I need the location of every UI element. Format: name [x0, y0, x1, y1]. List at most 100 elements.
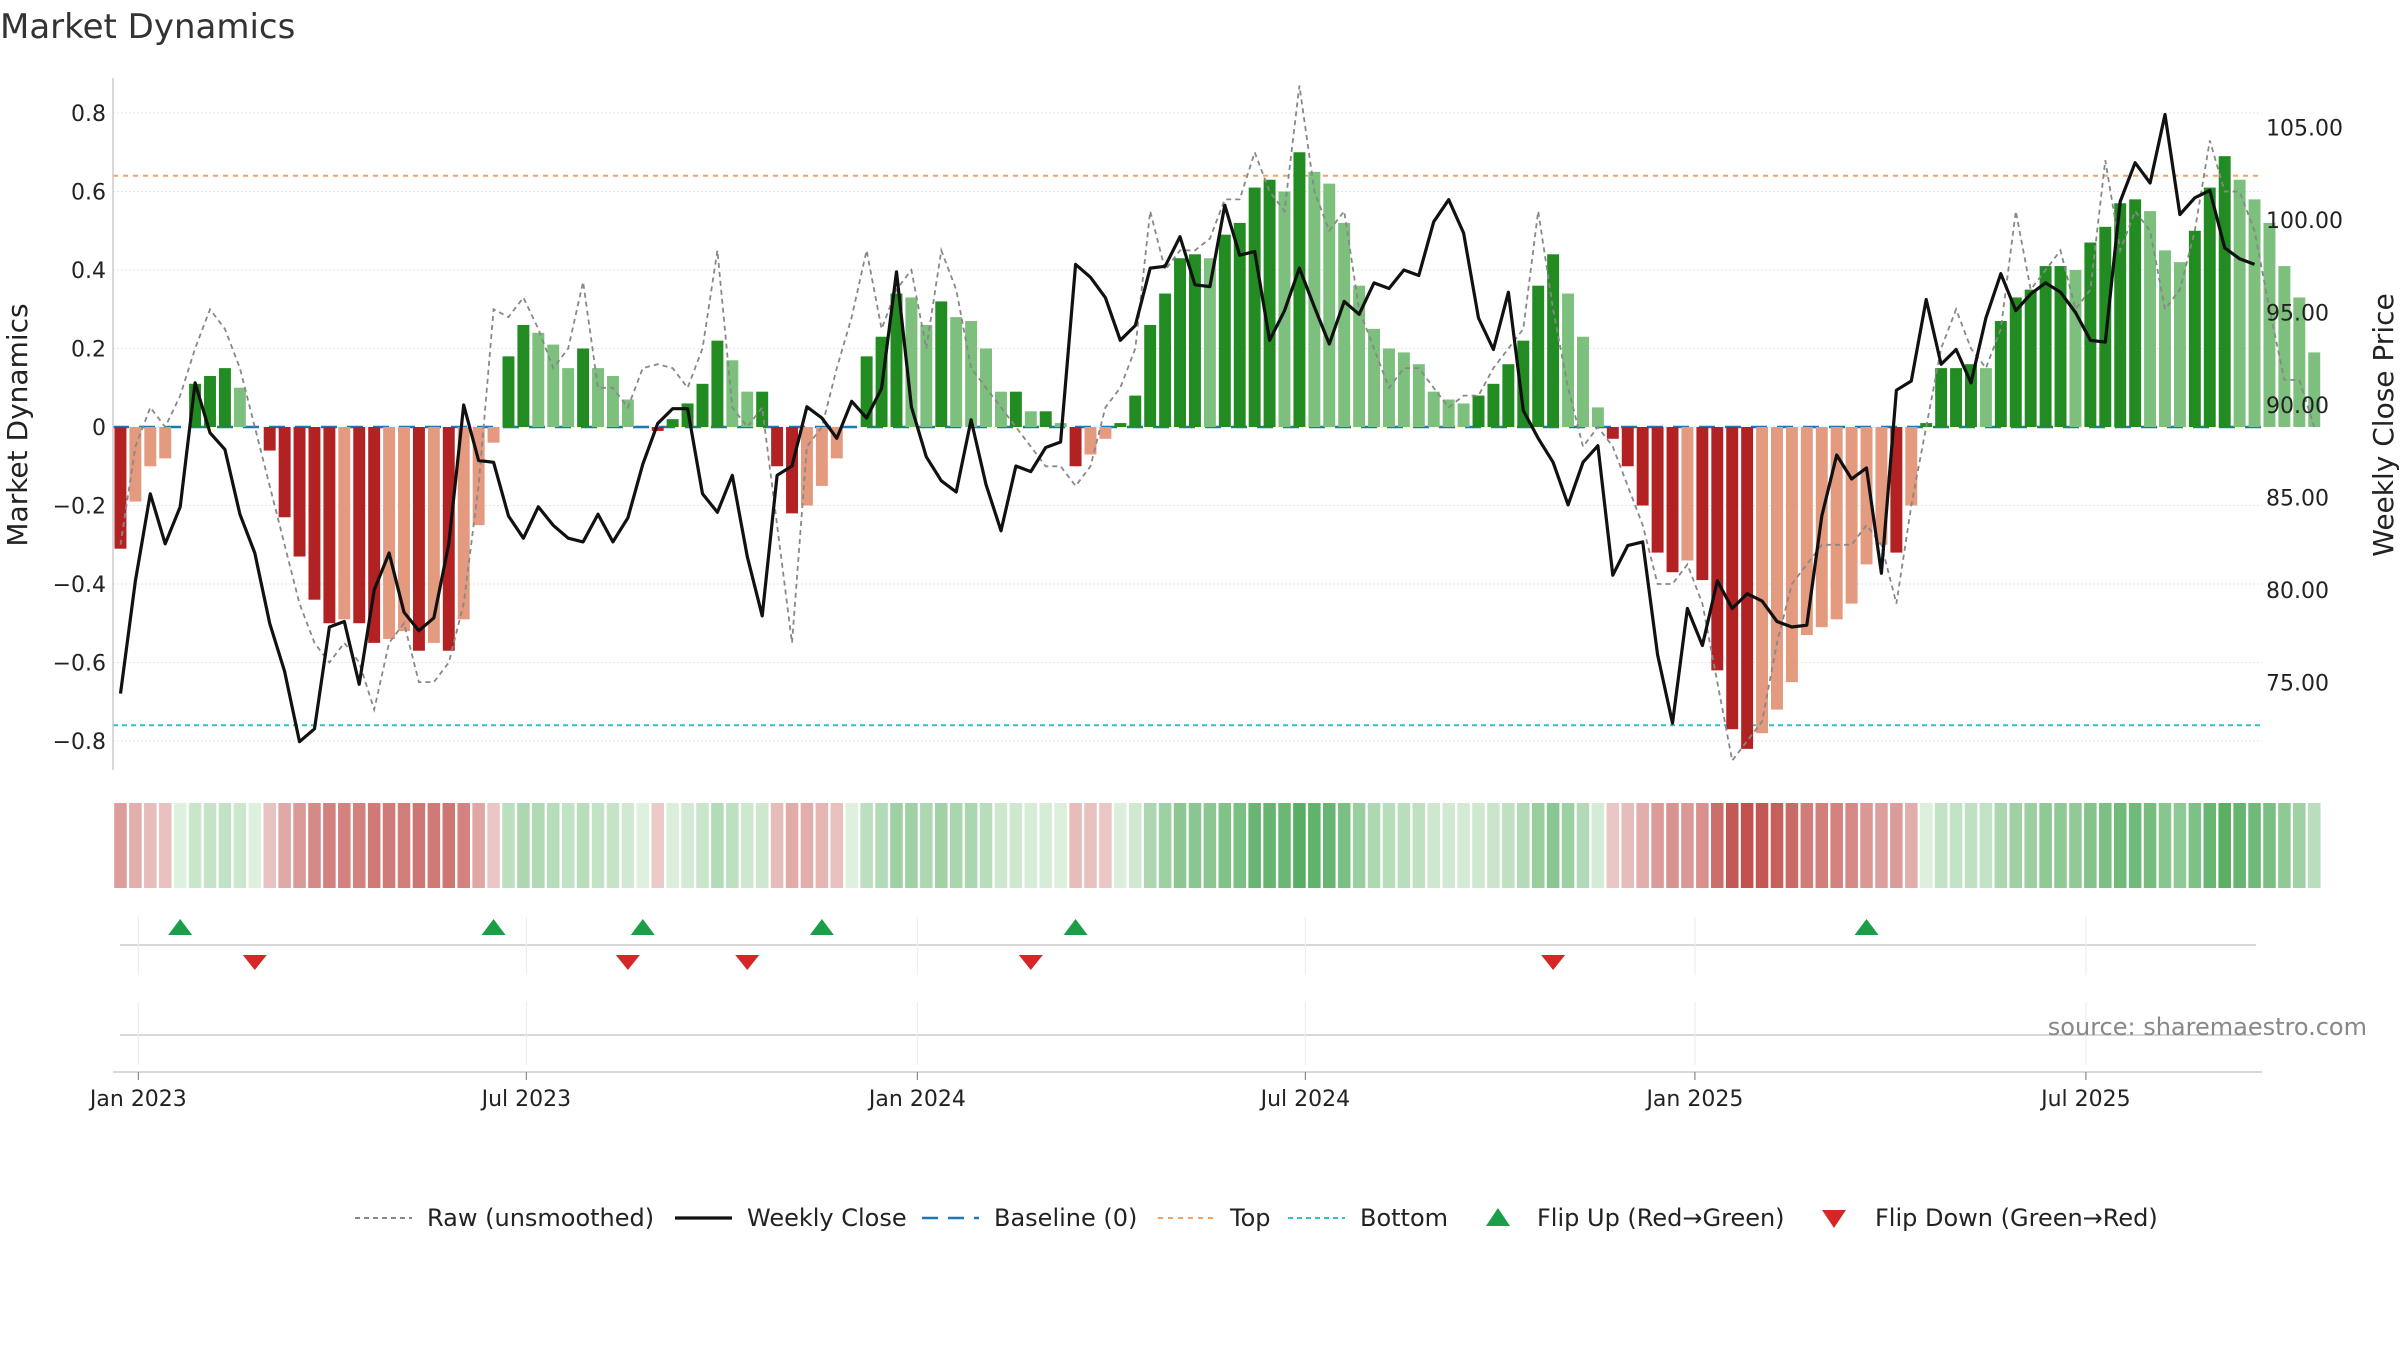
legend-label: Flip Up (Red→Green): [1537, 1204, 1785, 1232]
regime-cell: [875, 803, 888, 888]
regime-cell: [1517, 803, 1530, 888]
flip-markers-panel: [120, 917, 2256, 975]
regime-cell: [2009, 803, 2023, 888]
regime-cell: [233, 803, 247, 888]
regime-cell: [1919, 803, 1933, 888]
regime-cell: [1711, 803, 1724, 888]
bar: [1636, 427, 1649, 506]
flip-up-marker: [481, 919, 506, 935]
bar: [1711, 427, 1724, 671]
regime-cell: [696, 803, 709, 888]
bar: [547, 344, 560, 427]
regime-cell: [308, 803, 321, 888]
regime-cell: [2113, 803, 2127, 888]
bar: [2263, 222, 2276, 427]
bar: [263, 427, 276, 451]
bar: [472, 427, 485, 526]
regime-cell: [1323, 803, 1336, 888]
regime-cell: [621, 803, 635, 888]
bar: [1427, 391, 1440, 427]
regime-cell: [1397, 803, 1411, 888]
weekly-close-series: [118, 112, 2256, 744]
regime-cell: [1949, 803, 1963, 888]
bar: [1681, 427, 1694, 561]
bar: [830, 427, 843, 459]
regime-cell: [532, 803, 545, 888]
x-tick-label: Jan 2023: [88, 1087, 187, 1112]
regime-cell: [1084, 803, 1097, 888]
bar: [2308, 352, 2321, 427]
regime-cell: [1278, 803, 1291, 888]
regime-cell: [546, 803, 560, 888]
regime-cell: [1890, 803, 1903, 888]
y-tick-left: −0.2: [53, 495, 106, 520]
regime-cell: [2233, 803, 2246, 888]
legend-swatch: [1486, 1208, 1510, 1226]
raw-line: [119, 85, 2316, 763]
y-tick-right: 100.00: [2266, 209, 2343, 234]
bar: [1144, 324, 1157, 427]
regime-cell: [2143, 803, 2157, 888]
regime-cell: [1382, 803, 1396, 888]
regime-cell: [1785, 803, 1799, 888]
bar: [1188, 254, 1201, 427]
regime-cell: [576, 803, 590, 888]
bar: [2009, 297, 2022, 427]
regime-cell: [726, 803, 739, 888]
regime-cell: [1696, 803, 1709, 888]
bar: [2129, 199, 2142, 427]
bar: [1099, 427, 1112, 439]
regime-cell: [1263, 803, 1276, 888]
bar: [2039, 266, 2052, 427]
chart-title: Market Dynamics: [0, 7, 295, 47]
flip-down-marker: [1541, 955, 1566, 970]
regime-cell: [964, 803, 978, 888]
regime-cell: [2173, 803, 2187, 888]
x-tick-label: Jul 2025: [2039, 1087, 2131, 1112]
regime-cell: [2248, 803, 2261, 888]
regime-cell: [218, 803, 232, 888]
reference-lines: [113, 174, 2262, 727]
regime-cell: [1143, 803, 1157, 888]
regime-cell: [994, 803, 1008, 888]
regime-cell: [949, 803, 963, 888]
regime-cell: [1815, 803, 1829, 888]
bar: [890, 293, 903, 427]
bar: [1905, 427, 1918, 506]
legend-label: Raw (unsmoothed): [427, 1204, 654, 1232]
regime-cell: [442, 803, 456, 888]
bar: [233, 387, 246, 427]
bar: [950, 317, 963, 427]
y-tick-right: 80.00: [2266, 579, 2329, 604]
regime-cell: [1845, 803, 1858, 888]
bar: [1203, 258, 1216, 427]
x-tick-label: Jul 2024: [1259, 1087, 1351, 1112]
bar: [368, 427, 381, 643]
regime-cell: [1472, 803, 1485, 888]
bar: [2144, 211, 2157, 427]
regime-cell: [1666, 803, 1679, 888]
bar: [517, 324, 530, 427]
bar: [1487, 383, 1500, 427]
regime-cell: [1830, 803, 1843, 888]
regime-cell: [1128, 803, 1142, 888]
regime-cell: [1099, 803, 1112, 888]
regime-cell: [1158, 803, 1172, 888]
flip-up-marker: [630, 919, 655, 935]
y-tick-left: −0.6: [53, 652, 106, 677]
y-tick-right: 85.00: [2266, 487, 2329, 512]
regime-cell: [591, 803, 605, 888]
y-axis-left-label: Market Dynamics: [1, 303, 34, 546]
regime-cell: [1800, 803, 1814, 888]
weekly-close-line: [118, 112, 2256, 744]
bar: [1308, 171, 1321, 427]
regime-cell: [1755, 803, 1769, 888]
bar: [218, 368, 231, 427]
regime-cell: [2158, 803, 2172, 888]
regime-cell: [561, 803, 575, 888]
regime-cell: [457, 803, 470, 888]
bar: [1009, 391, 1022, 427]
regime-cell: [517, 803, 530, 888]
bar: [1323, 183, 1336, 427]
regime-cell: [1860, 803, 1873, 888]
